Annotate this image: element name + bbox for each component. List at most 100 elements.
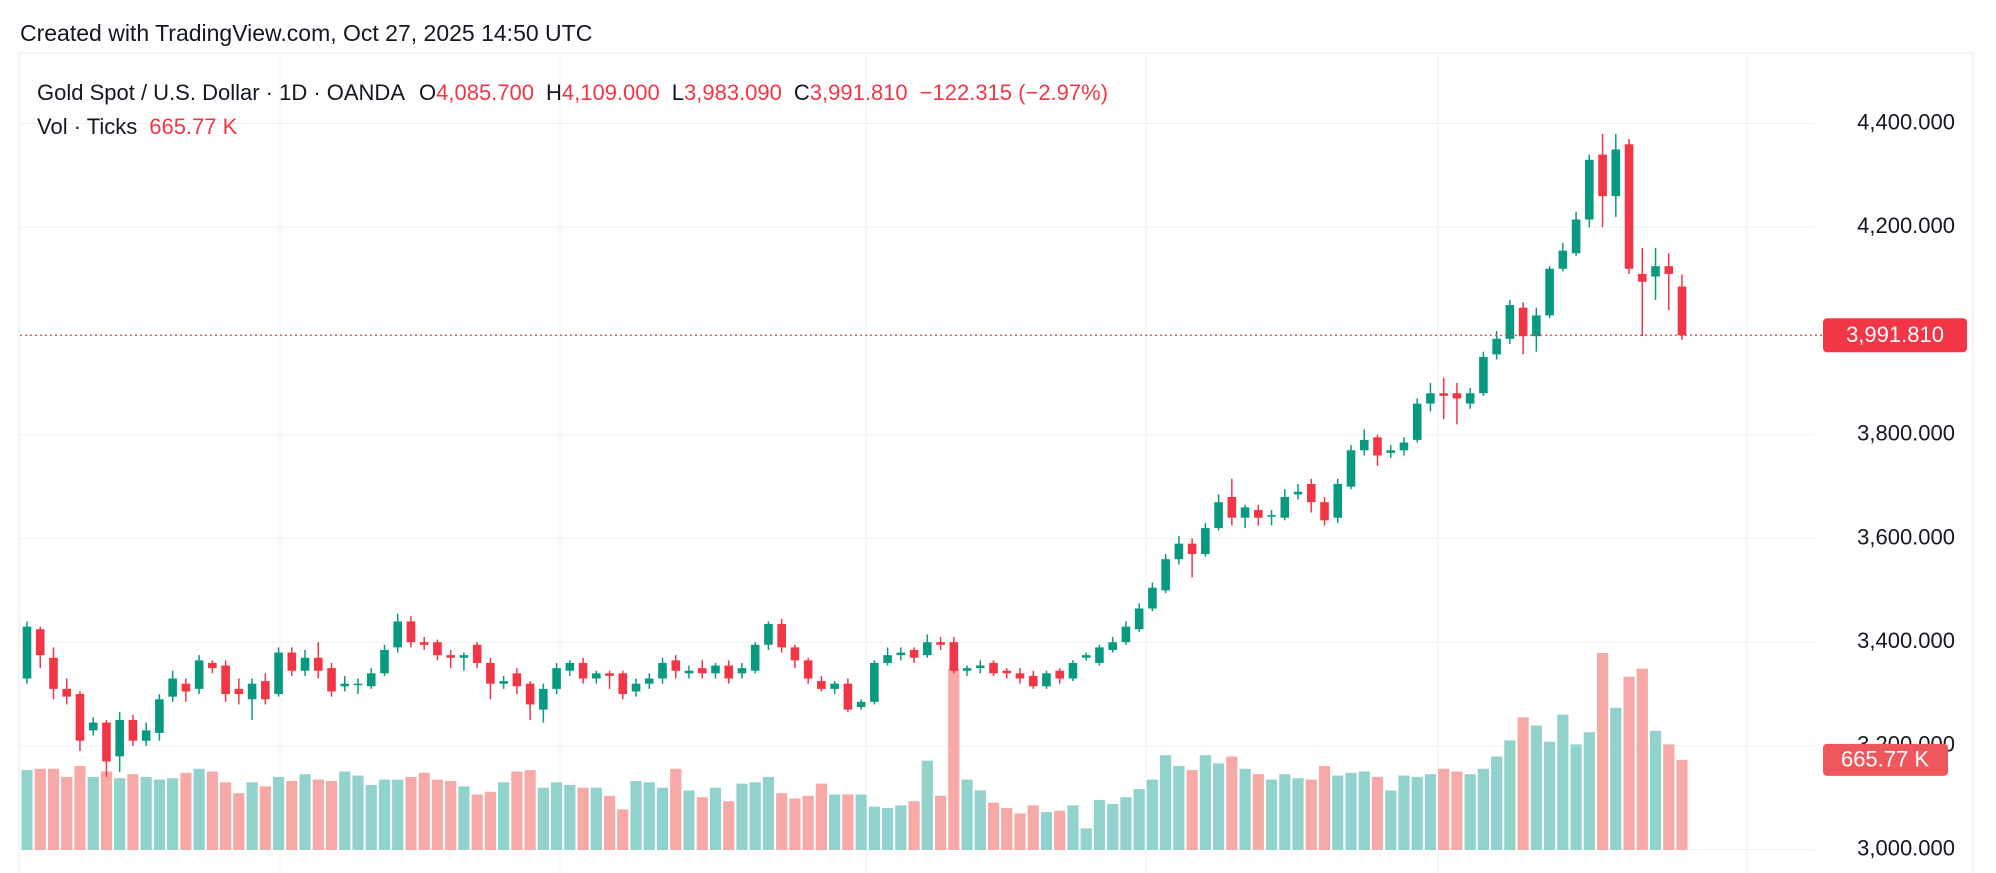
candle-body <box>327 668 336 692</box>
candle-body <box>1386 450 1396 453</box>
candle-body <box>1174 543 1184 560</box>
candle-body <box>790 647 800 661</box>
volume-bar <box>630 780 642 850</box>
volume-bar <box>1557 714 1569 850</box>
volume-bar <box>921 760 933 850</box>
candle-body <box>446 655 455 658</box>
volume-bar <box>193 768 205 850</box>
volume-bar <box>87 776 99 850</box>
volume-bar <box>339 771 351 850</box>
volume-bar <box>577 787 589 850</box>
candle-body <box>618 673 628 695</box>
candle-body <box>1055 670 1065 679</box>
candle-body <box>1624 144 1634 269</box>
volume-bar <box>1332 775 1344 850</box>
candle-body <box>1558 250 1568 269</box>
candle-body <box>247 683 257 700</box>
volume-bar <box>34 768 46 850</box>
volume-bar <box>1265 779 1278 850</box>
volume-bar <box>445 780 457 850</box>
candle-body <box>1187 543 1197 555</box>
candle-body <box>1611 149 1621 197</box>
last-price-label: 3,991.810 <box>1846 322 1944 347</box>
volume-bar <box>1464 774 1476 850</box>
candle-body <box>141 730 151 741</box>
volume-bar <box>352 775 364 850</box>
candle-body <box>1651 266 1660 277</box>
volume-bar <box>1305 779 1317 850</box>
candle-body <box>1412 403 1422 440</box>
volume-bar <box>551 782 563 850</box>
l-prefix: L <box>671 80 685 105</box>
volume-bar <box>180 772 192 850</box>
volume-bar <box>974 790 986 850</box>
candle-body <box>1002 670 1012 674</box>
volume-bar <box>1544 741 1556 850</box>
candle-body <box>486 662 495 684</box>
candle-body <box>366 673 376 687</box>
candle-body <box>1664 266 1674 274</box>
volume-bar <box>1477 768 1489 850</box>
volume-title: Vol · Ticks <box>37 114 138 139</box>
candle-body <box>817 681 826 689</box>
volume-bar <box>458 786 470 850</box>
symbol: Gold Spot / U.S. Dollar · 1D · OANDA <box>37 80 405 105</box>
candle-body <box>1333 484 1343 518</box>
volume-bar <box>1517 717 1529 850</box>
candle-body <box>989 662 998 674</box>
volume-bar <box>1014 813 1026 850</box>
volume-bar <box>1239 768 1251 850</box>
volume-bar <box>590 787 602 850</box>
volume-bar <box>802 795 814 850</box>
candle-body <box>975 665 985 669</box>
volume-bar <box>696 797 708 850</box>
candle-body <box>1161 559 1170 591</box>
candle-body <box>883 655 892 663</box>
volume-bar <box>1027 805 1039 850</box>
candle-body <box>870 662 879 702</box>
volume-bar <box>934 795 947 850</box>
candle-body <box>1479 356 1488 394</box>
candle-body <box>684 670 694 674</box>
candle-body <box>949 642 959 671</box>
candle-body <box>88 722 98 731</box>
candle-body <box>1439 393 1448 396</box>
candle-body <box>1637 273 1647 282</box>
candle-body <box>115 719 124 757</box>
last-price-box <box>1823 318 1967 353</box>
candle-body <box>697 668 707 674</box>
c-value: 3,991.810 <box>809 80 908 105</box>
volume-bar <box>220 782 232 850</box>
candle-body <box>1571 219 1581 254</box>
y-tick-label: 4,200.000 <box>1857 213 1955 238</box>
volume-bar <box>1358 771 1370 850</box>
candle-body <box>472 644 482 663</box>
candle-body <box>1598 154 1607 197</box>
volume-bar <box>815 783 827 850</box>
candle-body <box>1585 159 1594 220</box>
volume-bar <box>709 787 722 850</box>
l-value: 3,983.090 <box>684 80 782 105</box>
candle-body <box>1201 528 1210 555</box>
candle-body <box>499 681 508 684</box>
candle-body <box>737 668 747 674</box>
volume-bar <box>431 779 444 850</box>
volume-bar <box>776 793 788 850</box>
candle-body <box>168 678 177 697</box>
candle-body <box>1399 442 1409 451</box>
h-prefix: H <box>546 80 562 105</box>
volume-bar <box>233 793 245 850</box>
candle-body <box>1505 305 1515 339</box>
volume-bar <box>325 780 338 850</box>
volume-bar <box>114 778 126 850</box>
volume-bar <box>1226 756 1238 850</box>
candle-body <box>592 673 601 679</box>
candle-body <box>803 660 813 679</box>
volume-bar <box>1649 730 1662 850</box>
volume-bar <box>617 809 629 850</box>
volume-bar <box>882 808 894 850</box>
y-tick-label: 3,000.000 <box>1857 835 1955 860</box>
candle-body <box>22 626 32 679</box>
candle-body <box>565 662 575 671</box>
